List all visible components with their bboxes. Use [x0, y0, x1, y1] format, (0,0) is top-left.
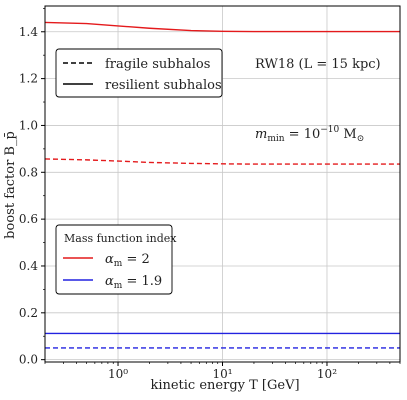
mmin-exp: −10 [320, 125, 339, 135]
legend-color-label-sub: m [114, 281, 123, 291]
y-tick-label: 1.4 [19, 25, 38, 39]
y-axis-label: boost factor B_p̄ [3, 131, 18, 239]
legend-color-label-rest: = 1.9 [122, 274, 162, 289]
legend-mass-function: Mass function index αm = 2αm = 1.9 [55, 224, 177, 295]
y-tick-label: 0.6 [19, 212, 38, 226]
x-tick-label: 10¹ [212, 367, 232, 381]
legend-color-label-sub: m [114, 259, 123, 269]
mmin-base: m [255, 127, 267, 142]
y-tick-label: 1.2 [19, 72, 38, 86]
series-line-am2-fragile [44, 158, 400, 165]
legend-color-label: αm = 1.9 [105, 274, 162, 291]
y-tick-label: 0.0 [19, 353, 38, 367]
y-tick-label: 0.8 [19, 165, 38, 179]
mmin-eq: = 10 [285, 127, 321, 142]
ticks-layer: 0.0 0.2 0.4 0.6 0.8 1.0 1.2 1.4 10⁰ 10¹ 10² [19, 7, 401, 381]
legend-style-box [55, 48, 223, 98]
y-tick-label: 0.2 [19, 306, 38, 320]
y-tick-label: 0.4 [19, 259, 38, 273]
legend-style-label: resilient subhalos [105, 78, 222, 93]
legend-color-label: αm = 2 [105, 252, 150, 269]
series-line-am2-resilient [44, 21, 400, 33]
legend-style-label: fragile subhalos [105, 57, 210, 72]
model-annotation: RW18 (L = 15 kpc) [255, 57, 381, 72]
legend-color-box [55, 224, 173, 295]
mmin-unit: M [339, 127, 356, 142]
legend-color-label-base: α [105, 274, 114, 289]
mmin-sub: min [267, 134, 284, 144]
plot-frame [44, 5, 401, 363]
y-tick-label: 1.0 [19, 118, 38, 132]
mmin-annotation: mmin = 10−10 M⊙ [255, 125, 364, 144]
x-axis-label: kinetic energy T [GeV] [150, 378, 299, 393]
x-tick-label: 10² [317, 367, 337, 381]
legend-color-label-rest: = 2 [122, 252, 149, 267]
legend-color-title: Mass function index [64, 232, 177, 245]
x-tick-label: 10⁰ [108, 367, 128, 381]
legend-color-label-base: α [105, 252, 114, 267]
legend-line-style: fragile subhalos resilient subhalos [55, 48, 223, 98]
series-layer [44, 21, 400, 349]
mmin-unit-sub: ⊙ [357, 134, 365, 144]
